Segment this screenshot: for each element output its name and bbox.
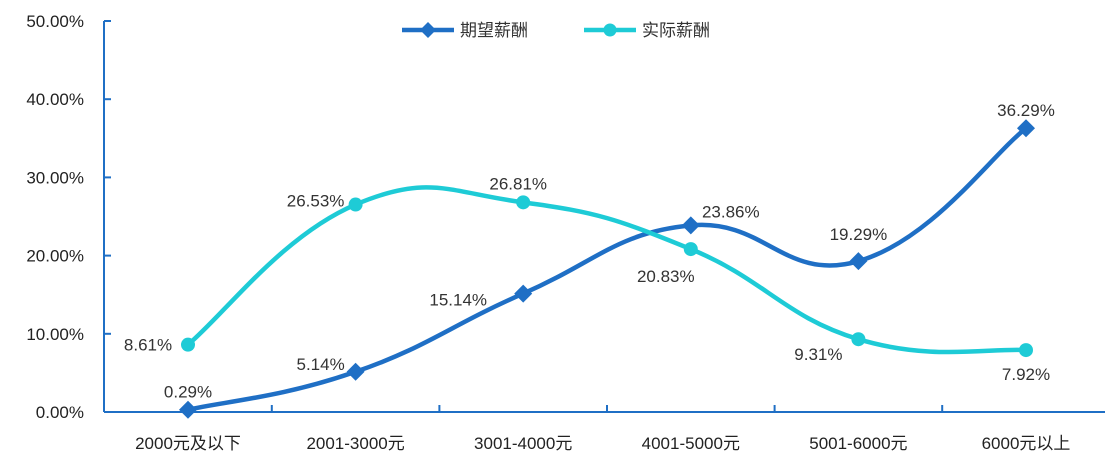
diamond-marker bbox=[420, 22, 436, 38]
series-line-0 bbox=[185, 125, 1029, 412]
x-tick-label: 4001-5000元 bbox=[642, 434, 740, 453]
y-tick-label: 0.00% bbox=[36, 403, 84, 422]
data-label: 8.61% bbox=[124, 336, 172, 355]
y-tick-label: 10.00% bbox=[26, 325, 84, 344]
circle-marker bbox=[1019, 343, 1033, 358]
legend-item-0: 期望薪酬 bbox=[402, 21, 528, 41]
circle-marker bbox=[851, 332, 866, 347]
circle-marker bbox=[603, 23, 617, 37]
circle-marker bbox=[683, 242, 698, 257]
data-label: 0.29% bbox=[164, 383, 212, 402]
series-line-1 bbox=[185, 185, 1029, 355]
data-label: 19.29% bbox=[830, 225, 888, 244]
circle-marker bbox=[516, 195, 531, 210]
legend-item-1: 实际薪酬 bbox=[584, 21, 710, 41]
axes: 0.00% 10.00% 20.00% 30.00% 40.00% 50.00% 2000元… bbox=[26, 12, 1105, 453]
circle-marker bbox=[348, 197, 363, 212]
legend-label: 期望薪酬 bbox=[460, 21, 528, 41]
x-tick-label: 6000元以上 bbox=[982, 434, 1071, 453]
data-label: 20.83% bbox=[637, 267, 695, 286]
diamond-marker bbox=[1017, 119, 1035, 138]
data-label: 7.92% bbox=[1002, 365, 1050, 384]
diamond-marker bbox=[849, 252, 868, 271]
data-label: 26.53% bbox=[287, 192, 345, 211]
y-tick-label: 40.00% bbox=[26, 90, 84, 109]
y-tick-label: 20.00% bbox=[26, 247, 84, 266]
diamond-marker bbox=[681, 216, 700, 235]
x-tick-label: 3001-4000元 bbox=[474, 434, 572, 453]
legend-label: 实际薪酬 bbox=[642, 21, 710, 41]
data-label: 15.14% bbox=[429, 291, 487, 310]
series-layer bbox=[179, 119, 1035, 419]
circle-marker bbox=[181, 337, 195, 352]
data-label: 9.31% bbox=[794, 345, 842, 364]
data-label: 26.81% bbox=[489, 174, 547, 193]
data-label: 5.14% bbox=[296, 355, 344, 374]
diamond-marker bbox=[514, 284, 533, 303]
diamond-marker bbox=[346, 362, 365, 381]
y-tick-label: 30.00% bbox=[26, 168, 84, 187]
y-tick-label: 50.00% bbox=[26, 12, 84, 31]
legend: 期望薪酬 实际薪酬 bbox=[402, 21, 710, 41]
data-labels: 0.29% 5.14% 15.14% 23.86% 19.29% 36.29% 8.61% 2… bbox=[124, 101, 1055, 402]
x-tick-label: 2001-3000元 bbox=[306, 434, 404, 453]
data-label: 23.86% bbox=[702, 202, 760, 221]
diamond-marker bbox=[179, 400, 197, 419]
data-label: 36.29% bbox=[997, 101, 1055, 120]
x-tick-label: 2000元及以下 bbox=[135, 434, 241, 453]
x-tick-label: 5001-6000元 bbox=[809, 434, 907, 453]
